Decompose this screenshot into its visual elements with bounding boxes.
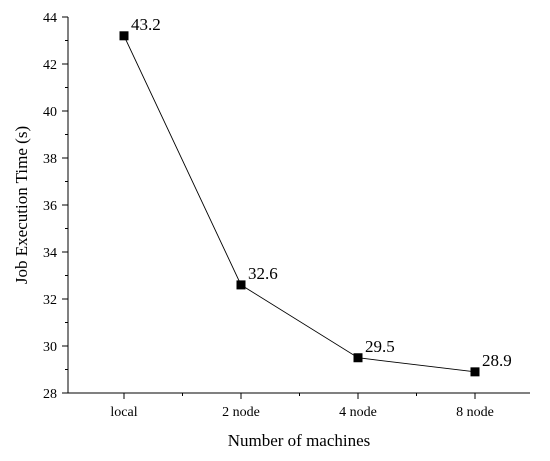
data-point-marker xyxy=(470,367,480,377)
data-point-marker xyxy=(119,31,129,41)
x-tick-label: 4 node xyxy=(339,405,377,420)
y-tick-label: 38 xyxy=(43,152,57,167)
data-value-label: 32.6 xyxy=(248,264,278,283)
x-tick-label: local xyxy=(110,405,137,420)
data-value-label: 43.2 xyxy=(131,15,161,34)
y-tick-label: 30 xyxy=(43,340,57,355)
data-value-label: 29.5 xyxy=(365,337,395,356)
y-tick-label: 42 xyxy=(43,58,57,73)
data-point-marker xyxy=(353,353,363,363)
data-labels: 43.2 32.6 29.5 28.9 xyxy=(131,15,512,370)
x-tick-label: 2 node xyxy=(222,405,260,420)
x-axis-title: Number of machines xyxy=(228,431,371,450)
data-series xyxy=(119,31,480,377)
y-axis-title: Job Execution Time (s) xyxy=(12,126,31,284)
axes xyxy=(67,17,530,394)
y-tick-label: 32 xyxy=(43,293,57,308)
data-point-marker xyxy=(236,280,246,290)
y-tick-label: 36 xyxy=(43,199,57,214)
y-tick-label: 44 xyxy=(43,11,57,26)
y-tick-label: 40 xyxy=(43,105,57,120)
tick-marks: 28 30 32 34 36 38 40 42 44 local 2 node 4 node 8 nod… xyxy=(43,11,494,420)
data-value-label: 28.9 xyxy=(482,351,512,370)
y-tick-label: 34 xyxy=(43,246,57,261)
y-tick-label: 28 xyxy=(43,387,57,402)
x-tick-label: 8 node xyxy=(456,405,494,420)
series-line xyxy=(123,35,476,373)
